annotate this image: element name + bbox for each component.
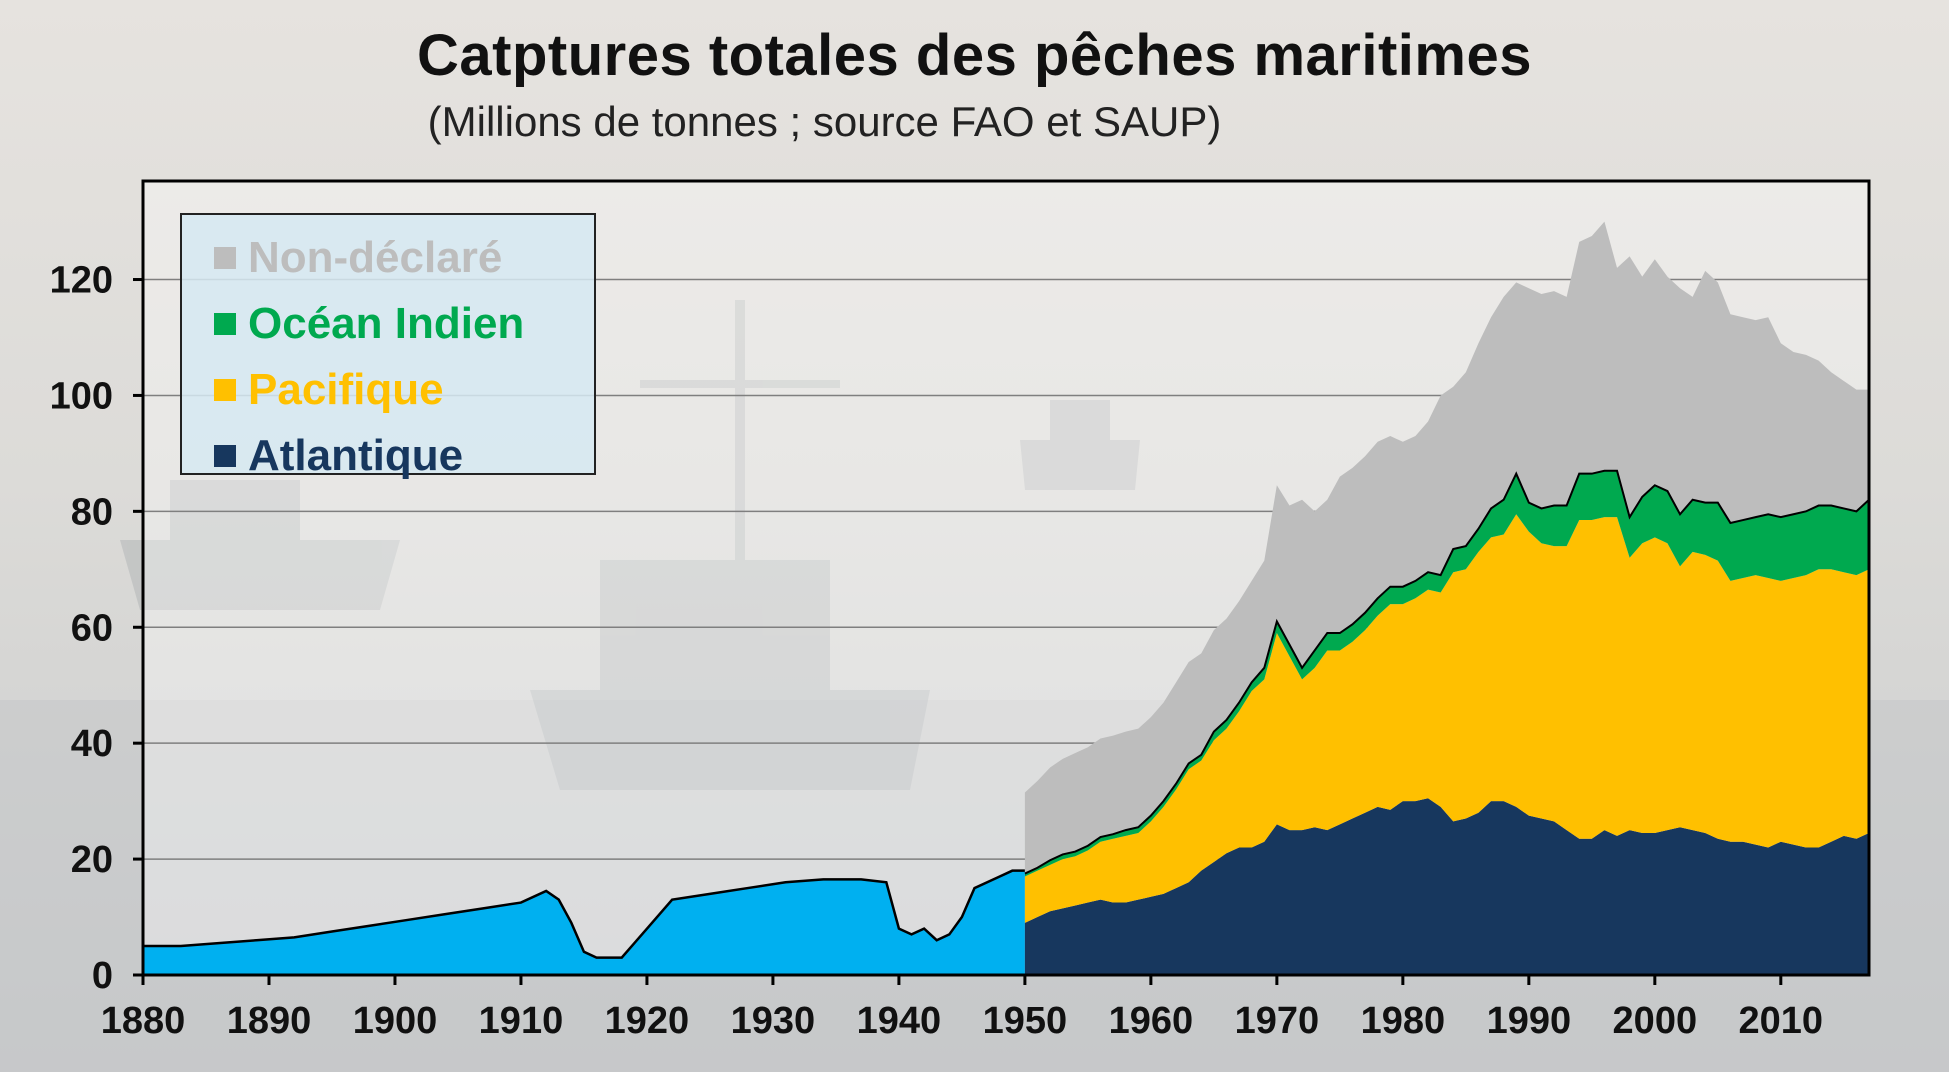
plot-frame bbox=[141, 179, 1871, 977]
x-tick-label: 2010 bbox=[1739, 1000, 1824, 1042]
x-tick-label: 1950 bbox=[983, 1000, 1068, 1042]
x-tick-label: 1910 bbox=[479, 1000, 564, 1042]
x-tick-label: 1880 bbox=[101, 1000, 186, 1042]
x-tick-label: 1960 bbox=[1109, 1000, 1194, 1042]
y-tick-label: 20 bbox=[71, 839, 113, 881]
legend-label: Pacifique bbox=[248, 365, 444, 414]
y-tick-label: 80 bbox=[71, 491, 113, 533]
legend-label: Océan Indien bbox=[248, 299, 525, 348]
legend-swatch bbox=[214, 445, 236, 467]
y-tick-label: 100 bbox=[50, 375, 113, 417]
legend-swatch bbox=[214, 247, 236, 269]
legend-label: Non-déclaré bbox=[248, 233, 503, 282]
x-tick-label: 1980 bbox=[1361, 1000, 1446, 1042]
chart-title: Catptures totales des pêches maritimes bbox=[417, 23, 1532, 88]
x-tick-label: 1930 bbox=[731, 1000, 816, 1042]
x-tick-label: 2000 bbox=[1613, 1000, 1698, 1042]
chart-legend: Non-déclaré Océan Indien Pacifique Atlan… bbox=[180, 213, 596, 480]
legend-label: Atlantique bbox=[248, 431, 464, 480]
x-tick-label: 1940 bbox=[857, 1000, 942, 1042]
legend-swatch bbox=[214, 313, 236, 335]
legend-item-atlantique: Atlantique bbox=[182, 423, 594, 489]
chart-subtitle: (Millions de tonnes ; source FAO et SAUP… bbox=[427, 98, 1222, 145]
x-tick-label: 1900 bbox=[353, 1000, 438, 1042]
area-total-pre1950 bbox=[143, 870, 1025, 975]
y-tick-label: 120 bbox=[50, 260, 113, 302]
legend-item-pacifique: Pacifique bbox=[182, 357, 594, 423]
y-tick-label: 60 bbox=[71, 607, 113, 649]
x-tick-label: 1920 bbox=[605, 1000, 690, 1042]
legend-item-ocean-indien: Océan Indien bbox=[182, 291, 594, 357]
x-tick-label: 1970 bbox=[1235, 1000, 1320, 1042]
area-non-declare bbox=[1024, 221, 1869, 874]
area-atlantique bbox=[1024, 798, 1869, 975]
x-tick-label: 1890 bbox=[227, 1000, 312, 1042]
x-tick-label: 1990 bbox=[1487, 1000, 1572, 1042]
area-total-pre1950-outline bbox=[143, 869, 1025, 959]
y-tick-label: 0 bbox=[92, 955, 113, 997]
y-tick-label: 40 bbox=[71, 723, 113, 765]
declared-total-outline bbox=[1024, 469, 1870, 875]
area-pacifique bbox=[1024, 514, 1869, 923]
legend-item-non-declare: Non-déclaré bbox=[182, 225, 594, 291]
legend-swatch bbox=[214, 379, 236, 401]
